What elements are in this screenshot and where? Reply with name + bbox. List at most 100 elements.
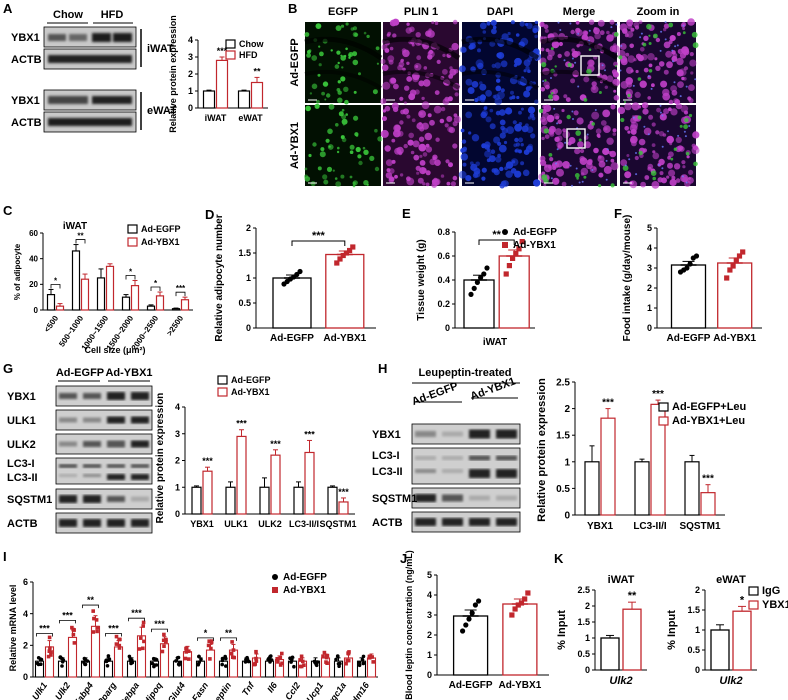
cell-signal bbox=[610, 162, 619, 171]
dapi-signal bbox=[679, 95, 682, 98]
data-point bbox=[36, 656, 41, 660]
data-point bbox=[334, 657, 338, 662]
bar bbox=[327, 486, 338, 515]
significance-mark: ** bbox=[253, 66, 261, 76]
cell-signal bbox=[642, 148, 648, 153]
cell-signal bbox=[527, 69, 531, 73]
blot-bands bbox=[415, 494, 517, 502]
blot-band bbox=[59, 495, 77, 503]
panel-label-j: J bbox=[400, 551, 407, 566]
blot-band bbox=[83, 519, 101, 527]
cell-signal bbox=[612, 128, 617, 133]
x-tick-label: Leptin bbox=[209, 680, 233, 700]
significance-mark: *** bbox=[236, 419, 247, 429]
cell-signal bbox=[682, 76, 687, 81]
y-tick-label: 0.5 bbox=[577, 649, 590, 659]
cell-signal bbox=[341, 66, 344, 69]
cell-signal bbox=[624, 171, 632, 179]
chart-title: eWAT bbox=[716, 574, 746, 586]
cell-signal bbox=[452, 121, 458, 127]
cell-signal bbox=[612, 71, 619, 77]
cell-signal bbox=[427, 30, 435, 38]
chart-title: iWAT bbox=[608, 574, 635, 586]
cell-signal bbox=[588, 59, 595, 66]
y-tick-label: 1.5 bbox=[687, 605, 700, 615]
panel-g: G Ad-EGFP Ad-YBX1 YBX1 ULK1 ULK2 LC3-I LC3-I… bbox=[3, 361, 357, 534]
cell-signal bbox=[588, 19, 595, 25]
data-point bbox=[724, 275, 730, 281]
blot-strip bbox=[55, 433, 153, 455]
cell-signal bbox=[561, 108, 565, 113]
cell-signal bbox=[689, 52, 694, 57]
tissue-gap bbox=[382, 36, 461, 61]
cell-signal bbox=[352, 59, 359, 66]
dapi-signal bbox=[559, 29, 562, 31]
microscopy-grid: EGFP PLIN 1 DAPI Merge Zoom in Ad-EGFP Ad-YBX1 bbox=[289, 6, 700, 189]
micrograph-tile bbox=[617, 102, 700, 189]
cell-signal bbox=[551, 40, 560, 49]
cell-signal bbox=[412, 75, 419, 83]
cell-signal bbox=[604, 85, 608, 90]
cell-signal bbox=[627, 24, 633, 30]
cell-signal bbox=[450, 181, 456, 187]
data-point bbox=[220, 658, 225, 663]
cell-signal bbox=[389, 46, 394, 51]
chart-d: 0 0.5 1 1.5 2 Ad-EGFP Ad-YBX1 *** Relative adipo… bbox=[214, 214, 376, 344]
data-point bbox=[518, 600, 525, 606]
x-tick-label: Tnf bbox=[240, 680, 257, 698]
blot-band bbox=[131, 474, 149, 480]
y-tick-label: 0 bbox=[246, 323, 251, 333]
micrograph-tile bbox=[304, 103, 383, 188]
data-point bbox=[39, 658, 43, 662]
cell-signal bbox=[552, 94, 559, 101]
cell-signal bbox=[499, 109, 506, 116]
cell-signal bbox=[334, 64, 340, 69]
blot-label: YBX1 bbox=[372, 429, 401, 441]
data-point bbox=[208, 657, 212, 661]
x-tick-label: Ad-YBX1 bbox=[323, 333, 366, 344]
cell-signal bbox=[484, 150, 492, 158]
cell-signal bbox=[337, 80, 341, 84]
cell-signal bbox=[563, 94, 568, 99]
dapi-signal bbox=[632, 116, 635, 119]
egfp-signal bbox=[637, 115, 642, 120]
cell-signal bbox=[666, 175, 670, 179]
cell-signal bbox=[490, 149, 496, 154]
dapi-signal bbox=[555, 162, 557, 165]
panel-label-f: F bbox=[614, 206, 622, 221]
cell-signal bbox=[659, 171, 664, 176]
cell-signal bbox=[471, 134, 480, 142]
tissue-gap bbox=[304, 69, 383, 90]
cell-signal bbox=[680, 105, 689, 113]
dapi-signal bbox=[694, 78, 697, 81]
cell-signal bbox=[539, 21, 545, 27]
data-point bbox=[114, 634, 119, 639]
cell-signal bbox=[522, 169, 530, 177]
cell-signal bbox=[316, 99, 320, 104]
cell-signal bbox=[462, 146, 468, 152]
bar bbox=[80, 278, 90, 311]
bar bbox=[293, 486, 304, 515]
bar bbox=[250, 81, 264, 109]
data-point bbox=[509, 612, 515, 618]
data-point bbox=[347, 247, 353, 254]
dapi-signal bbox=[578, 181, 581, 184]
cell-signal bbox=[445, 159, 450, 164]
significance-mark: *** bbox=[217, 46, 228, 56]
dapi-signal bbox=[635, 152, 637, 154]
cell-signal bbox=[380, 129, 389, 138]
cell-signal bbox=[337, 146, 340, 150]
dapi-signal bbox=[647, 75, 650, 78]
cell-signal bbox=[436, 59, 441, 64]
cell-signal bbox=[682, 27, 686, 31]
cell-signal bbox=[543, 81, 550, 88]
dapi-signal bbox=[604, 69, 606, 72]
cell-signal bbox=[575, 51, 581, 56]
data-point bbox=[207, 639, 211, 643]
cell-signal bbox=[682, 165, 686, 169]
data-point bbox=[92, 616, 96, 621]
blot-strip bbox=[411, 487, 521, 509]
cell-signal bbox=[376, 62, 379, 65]
cell-signal bbox=[668, 40, 673, 44]
cell-signal bbox=[384, 105, 391, 112]
